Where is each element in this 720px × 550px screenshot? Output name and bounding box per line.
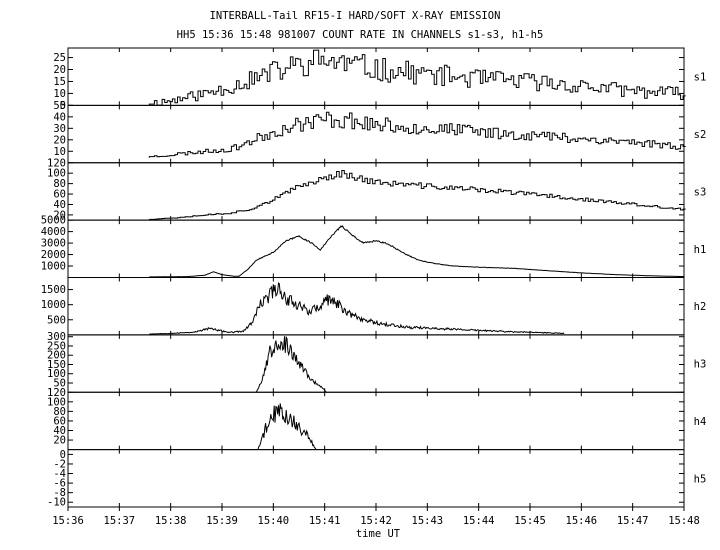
- series-line-s3: [148, 170, 686, 220]
- y-tick-label: 40: [53, 425, 66, 437]
- series-line-h3: [255, 335, 327, 393]
- y-tick-label: 200: [47, 350, 66, 362]
- y-tick-label: 30: [53, 123, 66, 135]
- y-tick-label: 60: [53, 189, 66, 201]
- y-tick-label: 100: [47, 168, 66, 180]
- y-tick-label: 15: [53, 76, 66, 88]
- panel-frame-s1: [67, 47, 685, 106]
- y-tick-label: 80: [53, 406, 66, 418]
- panel-frame-h4: [67, 391, 685, 451]
- y-tick-label: 1500: [41, 284, 66, 296]
- x-tick-label: 15:47: [617, 515, 649, 527]
- y-tick-label: 50: [53, 377, 66, 389]
- channel-label-s1: s1: [694, 72, 707, 84]
- series-line-s1: [148, 49, 686, 106]
- y-tick-label: 5: [60, 100, 66, 112]
- y-tick-label: 120: [47, 157, 66, 169]
- channel-label-h2: h2: [694, 301, 707, 313]
- y-tick-label: 3000: [41, 238, 66, 250]
- panel-frame-h5: [67, 449, 685, 508]
- x-tick-label: 15:36: [52, 515, 84, 527]
- y-tick-label: 300: [47, 331, 66, 343]
- x-axis-label: time UT: [356, 528, 401, 540]
- channel-label-h5: h5: [694, 473, 707, 485]
- y-tick-label: 20: [53, 209, 66, 221]
- y-tick-label: 500: [47, 314, 66, 326]
- chart-subtitle: HH5 15:36 15:48 981007 COUNT RATE IN CHA…: [177, 29, 544, 41]
- y-tick-label: 25: [53, 52, 66, 64]
- x-tick-label: 15:39: [206, 515, 238, 527]
- y-tick-label: 20: [53, 134, 66, 146]
- y-tick-label: 100: [47, 396, 66, 408]
- x-tick-label: 15:38: [155, 515, 187, 527]
- y-tick-label: 4000: [41, 226, 66, 238]
- y-tick-label: -2: [53, 458, 66, 470]
- channel-label-s3: s3: [694, 186, 707, 198]
- y-tick-label: 20: [53, 435, 66, 447]
- channel-label-h1: h1: [694, 244, 707, 256]
- y-tick-label: -4: [53, 468, 66, 480]
- y-tick-label: -10: [47, 497, 66, 509]
- x-tick-label: 15:43: [412, 515, 444, 527]
- y-tick-label: 0: [60, 449, 66, 461]
- y-tick-label: 1000: [41, 261, 66, 273]
- series-line-h2: [149, 282, 565, 335]
- x-tick-label: 15:45: [514, 515, 546, 527]
- time-axis: 15:36 15:37 15:38 15:39 15:40 15:41 15:42 15:43…: [52, 507, 700, 527]
- y-tick-label: 80: [53, 178, 66, 190]
- y-tick-label: 60: [53, 415, 66, 427]
- panel-frame-s3: [67, 162, 685, 221]
- y-tick-label: 40: [53, 111, 66, 123]
- channel-label-s2: s2: [694, 129, 707, 141]
- panel-frame-h1: [67, 219, 685, 278]
- y-tick-label: 1000: [41, 299, 66, 311]
- channel-label-h3: h3: [694, 359, 707, 371]
- x-tick-label: 15:46: [566, 515, 598, 527]
- y-tick-label: 150: [47, 359, 66, 371]
- channel-label-h4: h4: [694, 416, 707, 428]
- series-line-h1: [149, 225, 685, 278]
- x-tick-label: 15:37: [104, 515, 136, 527]
- x-tick-label: 15:42: [360, 515, 392, 527]
- y-tick-label: 5000: [41, 215, 66, 227]
- y-tick-label: 2000: [41, 249, 66, 261]
- y-tick-label: 100: [47, 368, 66, 380]
- y-tick-label: 50: [53, 100, 66, 112]
- y-tick-label: 20: [53, 64, 66, 76]
- x-tick-label: 15:48: [668, 515, 700, 527]
- y-tick-label: -6: [53, 478, 66, 490]
- series-line-h4: [257, 403, 317, 450]
- panel-frame-h2: [67, 277, 685, 336]
- y-tick-label: 120: [47, 387, 66, 399]
- chart-title: INTERBALL-Tail RF15-I HARD/SOFT X-RAY EM…: [210, 10, 501, 22]
- y-tick-label: 10: [53, 146, 66, 158]
- panel-stack: 510152025s11020304050s220406080100120s31…: [41, 47, 707, 509]
- series-line-s2: [148, 111, 686, 158]
- y-tick-label: 250: [47, 340, 66, 352]
- panel-frame-h3: [67, 334, 685, 393]
- panel-frame-s2: [67, 104, 685, 164]
- x-tick-label: 15:41: [309, 515, 341, 527]
- x-tick-label: 15:44: [463, 515, 495, 527]
- x-tick-label: 15:40: [258, 515, 290, 527]
- y-tick-label: -8: [53, 487, 66, 499]
- y-tick-label: 40: [53, 199, 66, 211]
- y-tick-label: 10: [53, 88, 66, 100]
